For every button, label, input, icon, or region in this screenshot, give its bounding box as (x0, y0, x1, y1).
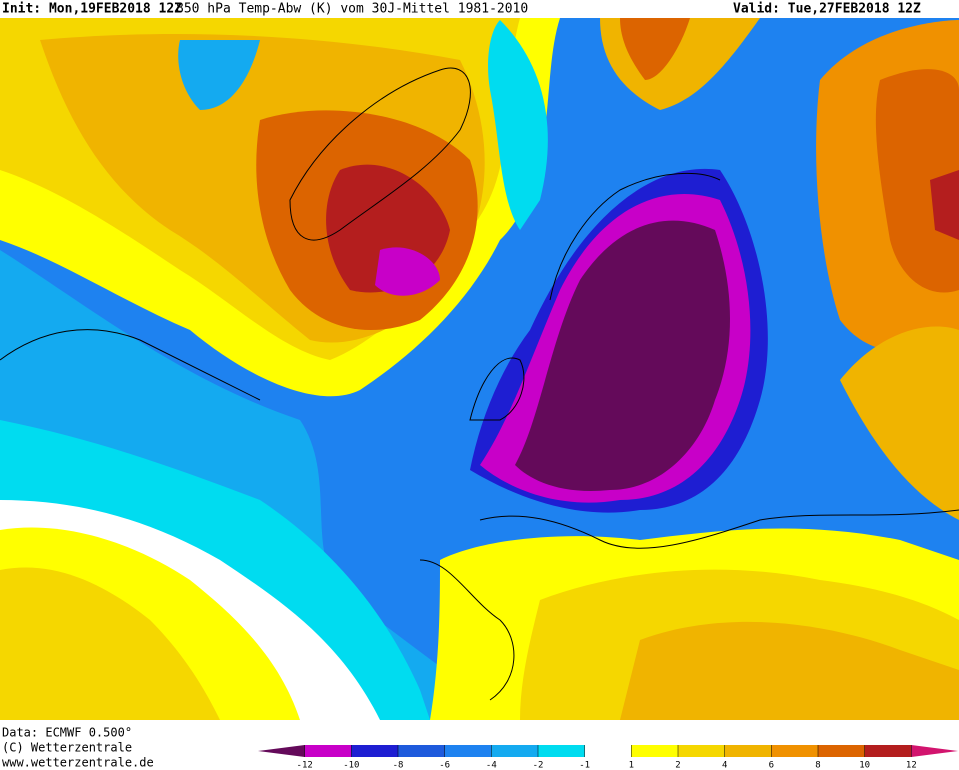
colorbar-tick-label: 8 (815, 761, 820, 770)
colorbar-end (258, 745, 305, 757)
colorbar-segment (771, 745, 818, 757)
colorbar-segment (678, 745, 725, 757)
colorbar-segment (864, 745, 912, 757)
data-source: Data: ECMWF 0.500° (2, 726, 132, 740)
colorbar-segment (491, 745, 538, 757)
colorbar-segment (818, 745, 865, 757)
colorbar-tick-label: -6 (439, 761, 450, 770)
colorbar-segment (398, 745, 445, 757)
colorbar-end (911, 745, 958, 757)
colorbar-tick-label: 12 (906, 761, 917, 770)
colorbar-tick-label: 1 (629, 761, 634, 770)
colorbar-segment (444, 745, 492, 757)
colorbar-tick-label: 6 (769, 761, 774, 770)
colorbar-tick-label: -8 (393, 761, 404, 770)
colorbar-tick-label: -12 (297, 761, 313, 770)
valid-time: Valid: Tue,27FEB2018 12Z (733, 2, 921, 17)
colorbar-segment (724, 745, 772, 757)
map-title: 850 hPa Temp-Abw (K) vom 30J-Mittel 1981… (176, 2, 528, 17)
colorbar-tick-label: -4 (486, 761, 497, 770)
colorbar-tick-label: -1 (579, 761, 590, 770)
header-bar (0, 0, 959, 18)
colorbar-segment (631, 745, 678, 757)
colorbar-tick-label: 2 (675, 761, 680, 770)
colorbar-tick-label: 10 (859, 761, 870, 770)
init-time: Init: Mon,19FEB2018 12Z (2, 2, 182, 17)
website: www.wetterzentrale.de (2, 756, 154, 770)
colorbar-segment (351, 745, 398, 757)
colorbar-segment (304, 745, 352, 757)
map-field (0, 18, 959, 720)
colorbar-segment (538, 745, 585, 757)
colorbar-tick-label: -2 (533, 761, 544, 770)
colorbar: -12 -10 -8 -6 -4 -2 -1 1 2 4 6 8 10 12 (258, 745, 958, 770)
colorbar-tick-label: -10 (343, 761, 359, 770)
colorbar-tick-label: 4 (722, 761, 727, 770)
colorbar-segment (584, 745, 632, 757)
copyright: (C) Wetterzentrale (2, 741, 132, 755)
